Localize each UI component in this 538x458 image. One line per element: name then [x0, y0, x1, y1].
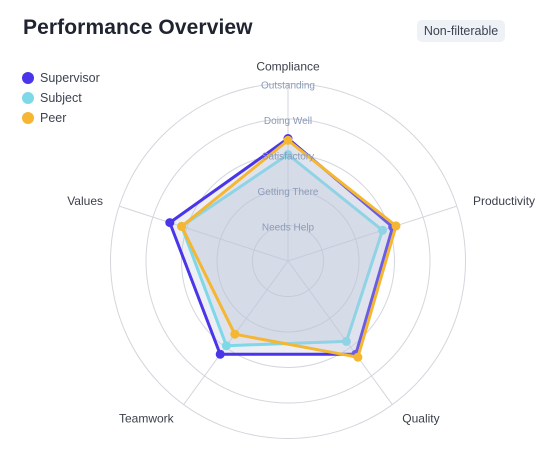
- series-point-supervisor-values[interactable]: [165, 218, 175, 228]
- radar-grid: [110, 83, 466, 439]
- series-point-peer-quality[interactable]: [353, 352, 363, 362]
- legend-label-peer: Peer: [40, 111, 67, 125]
- axis-label-compliance: Compliance: [256, 60, 320, 74]
- non-filterable-badge: Non-filterable: [417, 20, 505, 42]
- axis-label-teamwork: Teamwork: [119, 411, 175, 425]
- level-label-satisfactory: Satisfactory: [262, 152, 314, 163]
- radar-axis-labels: Compliance Productivity Quality Teamwork Val…: [67, 60, 535, 426]
- legend-item-peer[interactable]: Peer: [22, 108, 100, 128]
- legend-dot-supervisor: [22, 72, 34, 84]
- legend-label-subject: Subject: [40, 91, 82, 105]
- legend-item-supervisor[interactable]: Supervisor: [22, 68, 100, 88]
- series-point-subject-compliance[interactable]: [283, 150, 293, 159]
- level-label-doing-well: Doing Well: [264, 116, 312, 127]
- radar-level-labels: Needs Help Getting There Satisfactory Doing…: [258, 81, 319, 234]
- series-point-peer-teamwork[interactable]: [230, 329, 240, 339]
- series-point-peer-productivity[interactable]: [391, 221, 401, 231]
- series-point-subject-productivity[interactable]: [378, 225, 387, 235]
- page-title: Performance Overview: [23, 16, 253, 39]
- level-label-getting-there: Getting There: [258, 187, 319, 198]
- level-label-needs-help: Needs Help: [262, 223, 315, 234]
- grid-spoke-quality: [287, 260, 393, 405]
- radar-series: [165, 134, 401, 362]
- legend-item-subject[interactable]: Subject: [22, 88, 100, 108]
- legend-dot-subject: [22, 92, 34, 104]
- chart-legend: Supervisor Subject Peer: [22, 68, 100, 128]
- axis-label-quality: Quality: [402, 411, 439, 425]
- series-point-subject-quality[interactable]: [341, 336, 351, 346]
- grid-spoke-productivity: [287, 205, 457, 262]
- series-polygon-peer[interactable]: [180, 138, 398, 359]
- legend-label-supervisor: Supervisor: [40, 71, 100, 85]
- series-point-peer-compliance[interactable]: [283, 135, 293, 145]
- axis-label-productivity: Productivity: [473, 194, 535, 208]
- series-point-peer-values[interactable]: [177, 221, 187, 231]
- series-point-supervisor-teamwork[interactable]: [215, 349, 225, 359]
- axis-label-values: Values: [67, 194, 103, 208]
- series-point-subject-teamwork[interactable]: [221, 341, 231, 351]
- legend-dot-peer: [22, 112, 34, 124]
- level-label-outstanding: Outstanding: [261, 81, 315, 92]
- grid-spoke-values: [119, 205, 289, 262]
